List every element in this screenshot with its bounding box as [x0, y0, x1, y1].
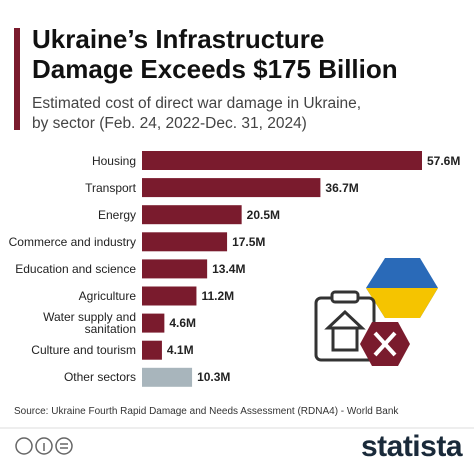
category-label: Water supply and sanitation — [43, 310, 136, 337]
license-icons — [15, 437, 73, 455]
category-label: Housing — [91, 153, 136, 168]
bar — [142, 205, 242, 225]
value-label: 10.3M — [197, 370, 231, 385]
logo: statista — [360, 430, 463, 463]
value-label: 36.7M — [325, 180, 359, 195]
category-label: Other sectors — [63, 370, 136, 385]
value-label: 11.2M — [201, 289, 235, 303]
category-label: Culture and tourism — [31, 343, 136, 358]
bar — [142, 259, 208, 279]
category-label: Energy — [97, 207, 136, 222]
bar — [142, 367, 193, 387]
value-label: 57.6M — [427, 153, 461, 168]
bar — [142, 178, 321, 198]
illustration — [314, 258, 438, 366]
value-label: 4.6M — [169, 316, 197, 331]
chart-title: Ukraine’s Infrastructure Damage Exceeds … — [32, 24, 398, 84]
value-label: 20.5M — [246, 207, 280, 222]
accent-bar — [14, 28, 20, 130]
category-label: Agriculture — [78, 289, 136, 303]
chart-subtitle: Estimated cost of direct war damage in U… — [32, 95, 362, 132]
value-label: 13.4M — [212, 261, 246, 276]
source: Source: Ukraine Fourth Rapid Damage and … — [14, 406, 399, 417]
value-label: 4.1M — [166, 343, 194, 358]
bar — [142, 313, 165, 333]
value-label: 17.5M — [232, 234, 266, 249]
bar — [142, 286, 197, 306]
category-label: Commerce and industry — [8, 234, 136, 249]
category-label: Education and science — [15, 261, 136, 276]
bar — [142, 151, 422, 170]
category-label: Transport — [85, 180, 136, 195]
bar — [142, 340, 162, 360]
bar — [142, 232, 228, 252]
